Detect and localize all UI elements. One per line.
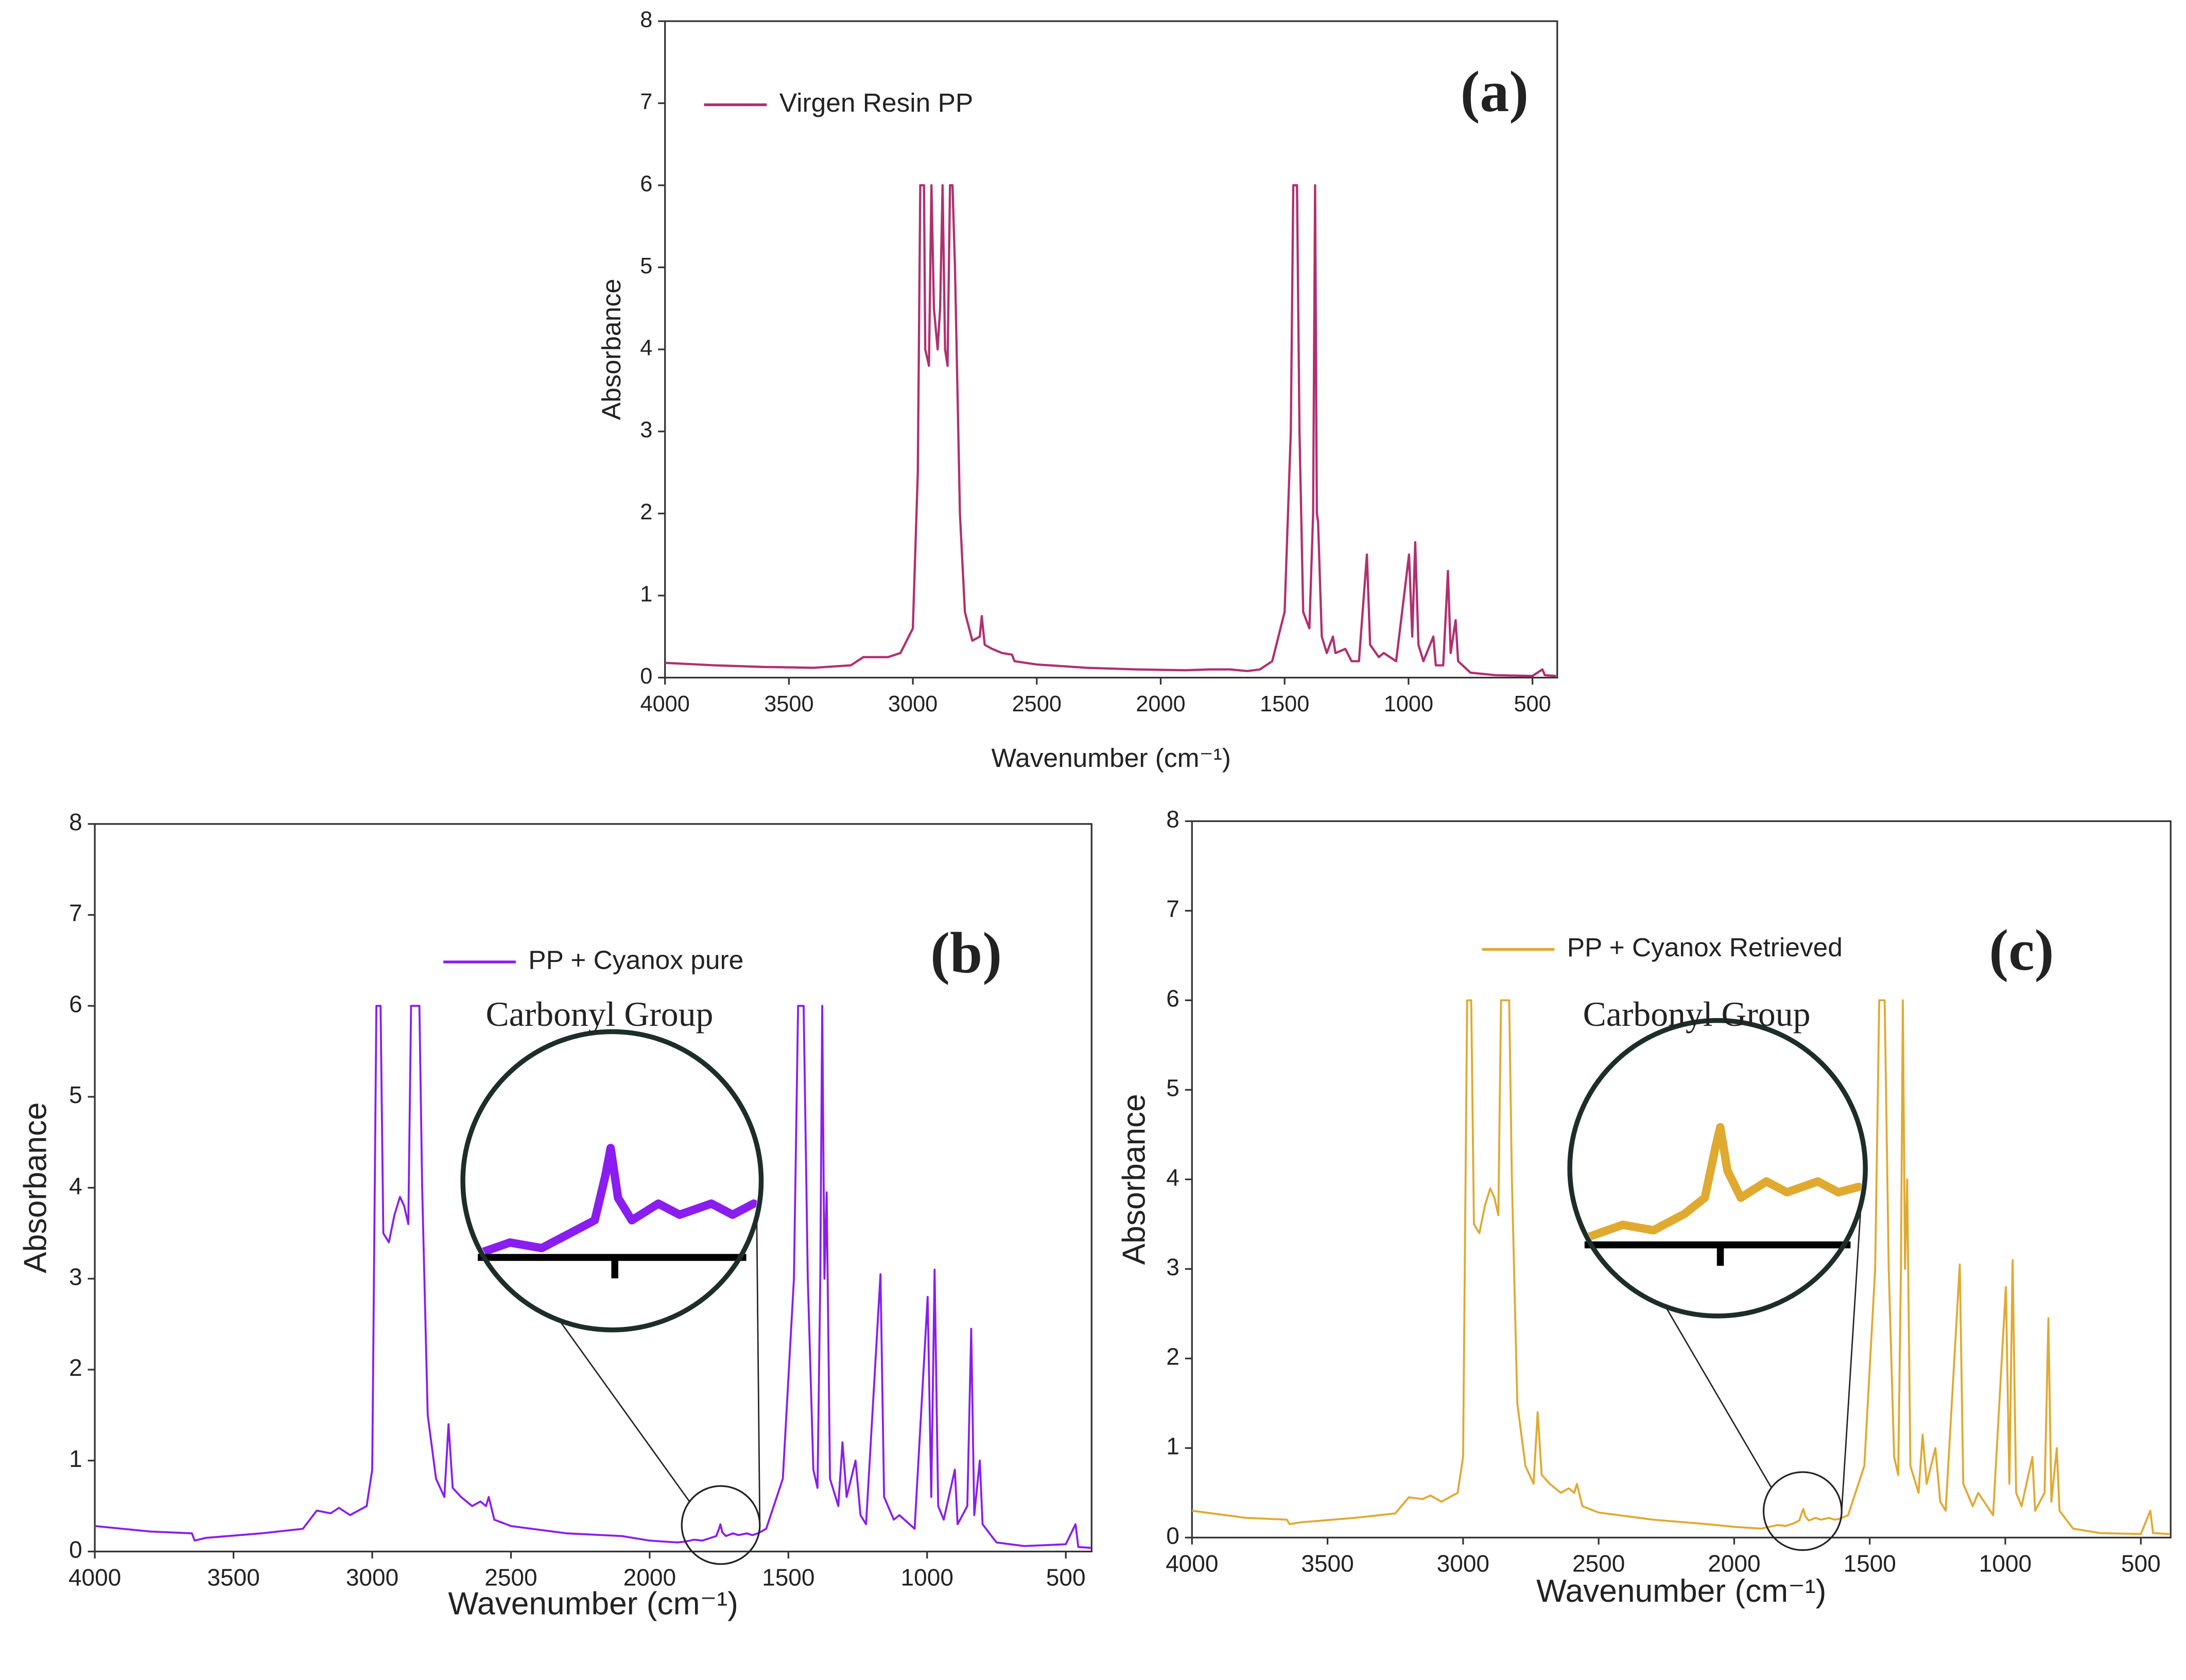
x-tick-label: 1000 — [901, 1564, 953, 1591]
annotation: Carbonyl Group — [1583, 995, 1811, 1034]
spectrum-line — [95, 1005, 1091, 1549]
y-tick-label: 4 — [1166, 1164, 1179, 1191]
legend-label: Virgen Resin PP — [779, 87, 973, 117]
y-tick-label: 7 — [640, 90, 652, 114]
zoom-line — [1572, 1123, 1863, 1251]
x-axis-label: Wavenumber (cm⁻¹) — [992, 743, 1231, 773]
y-tick-label: 1 — [1166, 1432, 1179, 1459]
x-tick-label: 1500 — [1844, 1550, 1896, 1577]
y-tick-label: 8 — [69, 809, 82, 835]
y-tick-label: 3 — [1166, 1254, 1179, 1281]
legend-label: PP + Cyanox Retrieved — [1567, 932, 1843, 962]
y-tick-label: 3 — [640, 418, 652, 443]
spectrum-line — [1192, 999, 2170, 1535]
x-tick-label: 3500 — [1301, 1550, 1354, 1577]
panel-label: (a) — [1461, 59, 1529, 124]
x-axis-label: Wavenumber (cm⁻¹) — [1536, 1573, 1826, 1609]
x-tick-label: 4000 — [1166, 1550, 1218, 1577]
zoom-connector — [1841, 1205, 1862, 1511]
zoom-connector — [1665, 1306, 1772, 1489]
zoom-inset — [1567, 1018, 1868, 1319]
y-tick-label: 0 — [640, 664, 652, 689]
x-tick-label: 3000 — [888, 692, 938, 716]
y-tick-label: 5 — [640, 254, 652, 278]
y-tick-label: 0 — [69, 1536, 82, 1563]
y-tick-label: 4 — [69, 1172, 82, 1199]
x-tick-label: 2500 — [1572, 1550, 1625, 1577]
x-tick-label: 3000 — [1437, 1550, 1489, 1577]
x-tick-label: 2500 — [484, 1564, 537, 1591]
panel-label: (c) — [1989, 918, 2054, 983]
x-tick-label: 2500 — [1012, 692, 1062, 716]
y-tick-label: 6 — [640, 171, 652, 196]
y-axis-label: Absorbance — [18, 1102, 54, 1273]
legend-label: PP + Cyanox pure — [528, 945, 743, 975]
y-tick-label: 1 — [69, 1445, 82, 1472]
x-tick-label: 2000 — [623, 1564, 676, 1591]
x-tick-label: 1500 — [762, 1564, 814, 1591]
y-tick-label: 2 — [640, 500, 652, 524]
plot-frame — [664, 20, 1558, 679]
annotation: Carbonyl Group — [486, 995, 714, 1034]
x-tick-label: 500 — [2121, 1550, 2161, 1577]
y-tick-label: 8 — [640, 8, 652, 32]
x-tick-label: 3500 — [764, 692, 813, 716]
zoom-connector — [756, 1218, 761, 1525]
y-axis-label: Absorbance — [596, 279, 626, 421]
y-tick-label: 1 — [640, 582, 652, 607]
x-tick-label: 1000 — [1384, 692, 1433, 716]
x-tick-label: 1000 — [1979, 1550, 2032, 1577]
y-tick-label: 7 — [1166, 896, 1179, 922]
x-axis-label: Wavenumber (cm⁻¹) — [448, 1586, 738, 1621]
y-tick-label: 8 — [1166, 806, 1179, 833]
y-tick-label: 2 — [1166, 1343, 1179, 1370]
y-tick-label: 2 — [69, 1354, 82, 1381]
y-tick-label: 5 — [1166, 1075, 1179, 1101]
zoom-connector — [559, 1320, 690, 1502]
x-tick-label: 2000 — [1136, 692, 1185, 716]
y-tick-label: 0 — [1166, 1522, 1179, 1549]
zoom-inset — [460, 1029, 764, 1333]
spectrum-line — [665, 184, 1556, 677]
y-tick-label: 5 — [69, 1081, 82, 1108]
x-tick-label: 3000 — [346, 1564, 398, 1591]
panel-label: (b) — [930, 921, 1002, 986]
y-tick-label: 7 — [69, 900, 82, 926]
x-tick-label: 500 — [1514, 692, 1551, 716]
x-tick-label: 4000 — [68, 1564, 121, 1591]
x-tick-label: 2000 — [1708, 1550, 1760, 1577]
y-tick-label: 3 — [69, 1263, 82, 1290]
y-tick-label: 6 — [1166, 985, 1179, 1012]
y-tick-label: 6 — [69, 990, 82, 1017]
y-tick-label: 4 — [640, 336, 652, 360]
x-tick-label: 1500 — [1260, 692, 1309, 716]
x-tick-label: 500 — [1046, 1564, 1086, 1591]
y-axis-label: Absorbance — [1116, 1094, 1152, 1265]
zoom-line — [465, 1144, 758, 1264]
x-tick-label: 4000 — [640, 692, 689, 716]
x-tick-label: 3500 — [207, 1564, 259, 1591]
